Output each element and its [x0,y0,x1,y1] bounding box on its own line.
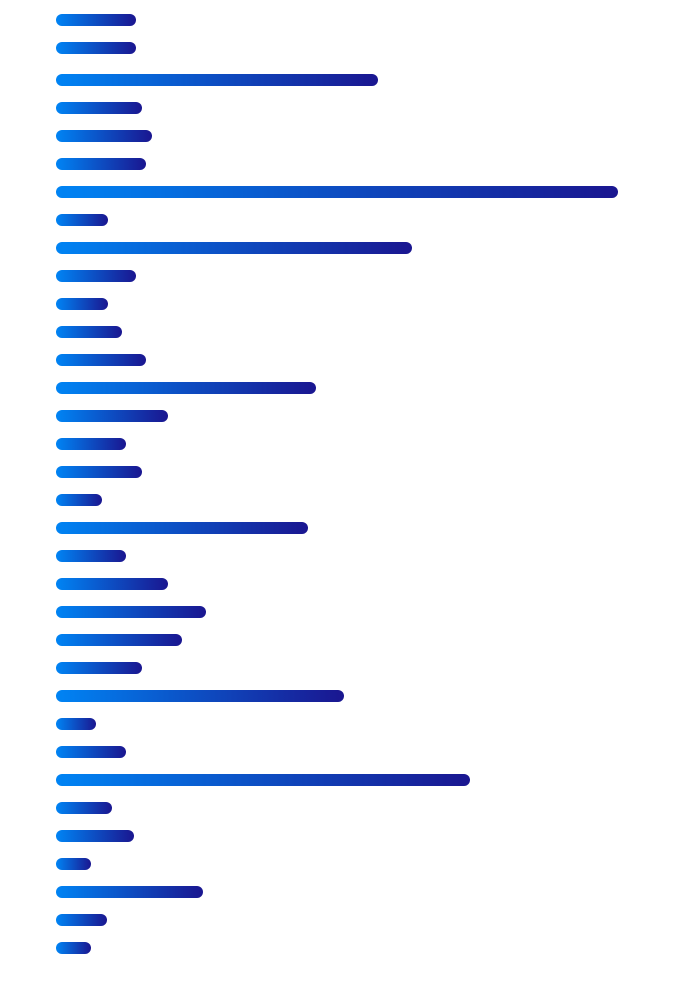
bar-14 [56,382,316,394]
bar-12 [56,326,122,338]
bar-30 [56,830,134,842]
bar-5 [56,130,152,142]
bar-17 [56,466,142,478]
bar-33 [56,914,107,926]
bar-3 [56,74,378,86]
bar-24 [56,662,142,674]
bar-34 [56,942,91,954]
bar-19 [56,522,308,534]
bar-2 [56,42,136,54]
bar-8 [56,214,108,226]
bar-9 [56,242,412,254]
bar-4 [56,102,142,114]
bar-28 [56,774,470,786]
bar-20 [56,550,126,562]
bar-13 [56,354,146,366]
bar-15 [56,410,168,422]
bar-6 [56,158,146,170]
bar-16 [56,438,126,450]
bar-23 [56,634,182,646]
bar-25 [56,690,344,702]
bar-11 [56,298,108,310]
bar-1 [56,14,136,26]
bar-29 [56,802,112,814]
bar-18 [56,494,102,506]
bar-27 [56,746,126,758]
bar-7 [56,186,618,198]
bar-21 [56,578,168,590]
bar-31 [56,858,91,870]
bar-22 [56,606,206,618]
bars-group [56,14,618,954]
bar-10 [56,270,136,282]
bar-26 [56,718,96,730]
bar-32 [56,886,203,898]
